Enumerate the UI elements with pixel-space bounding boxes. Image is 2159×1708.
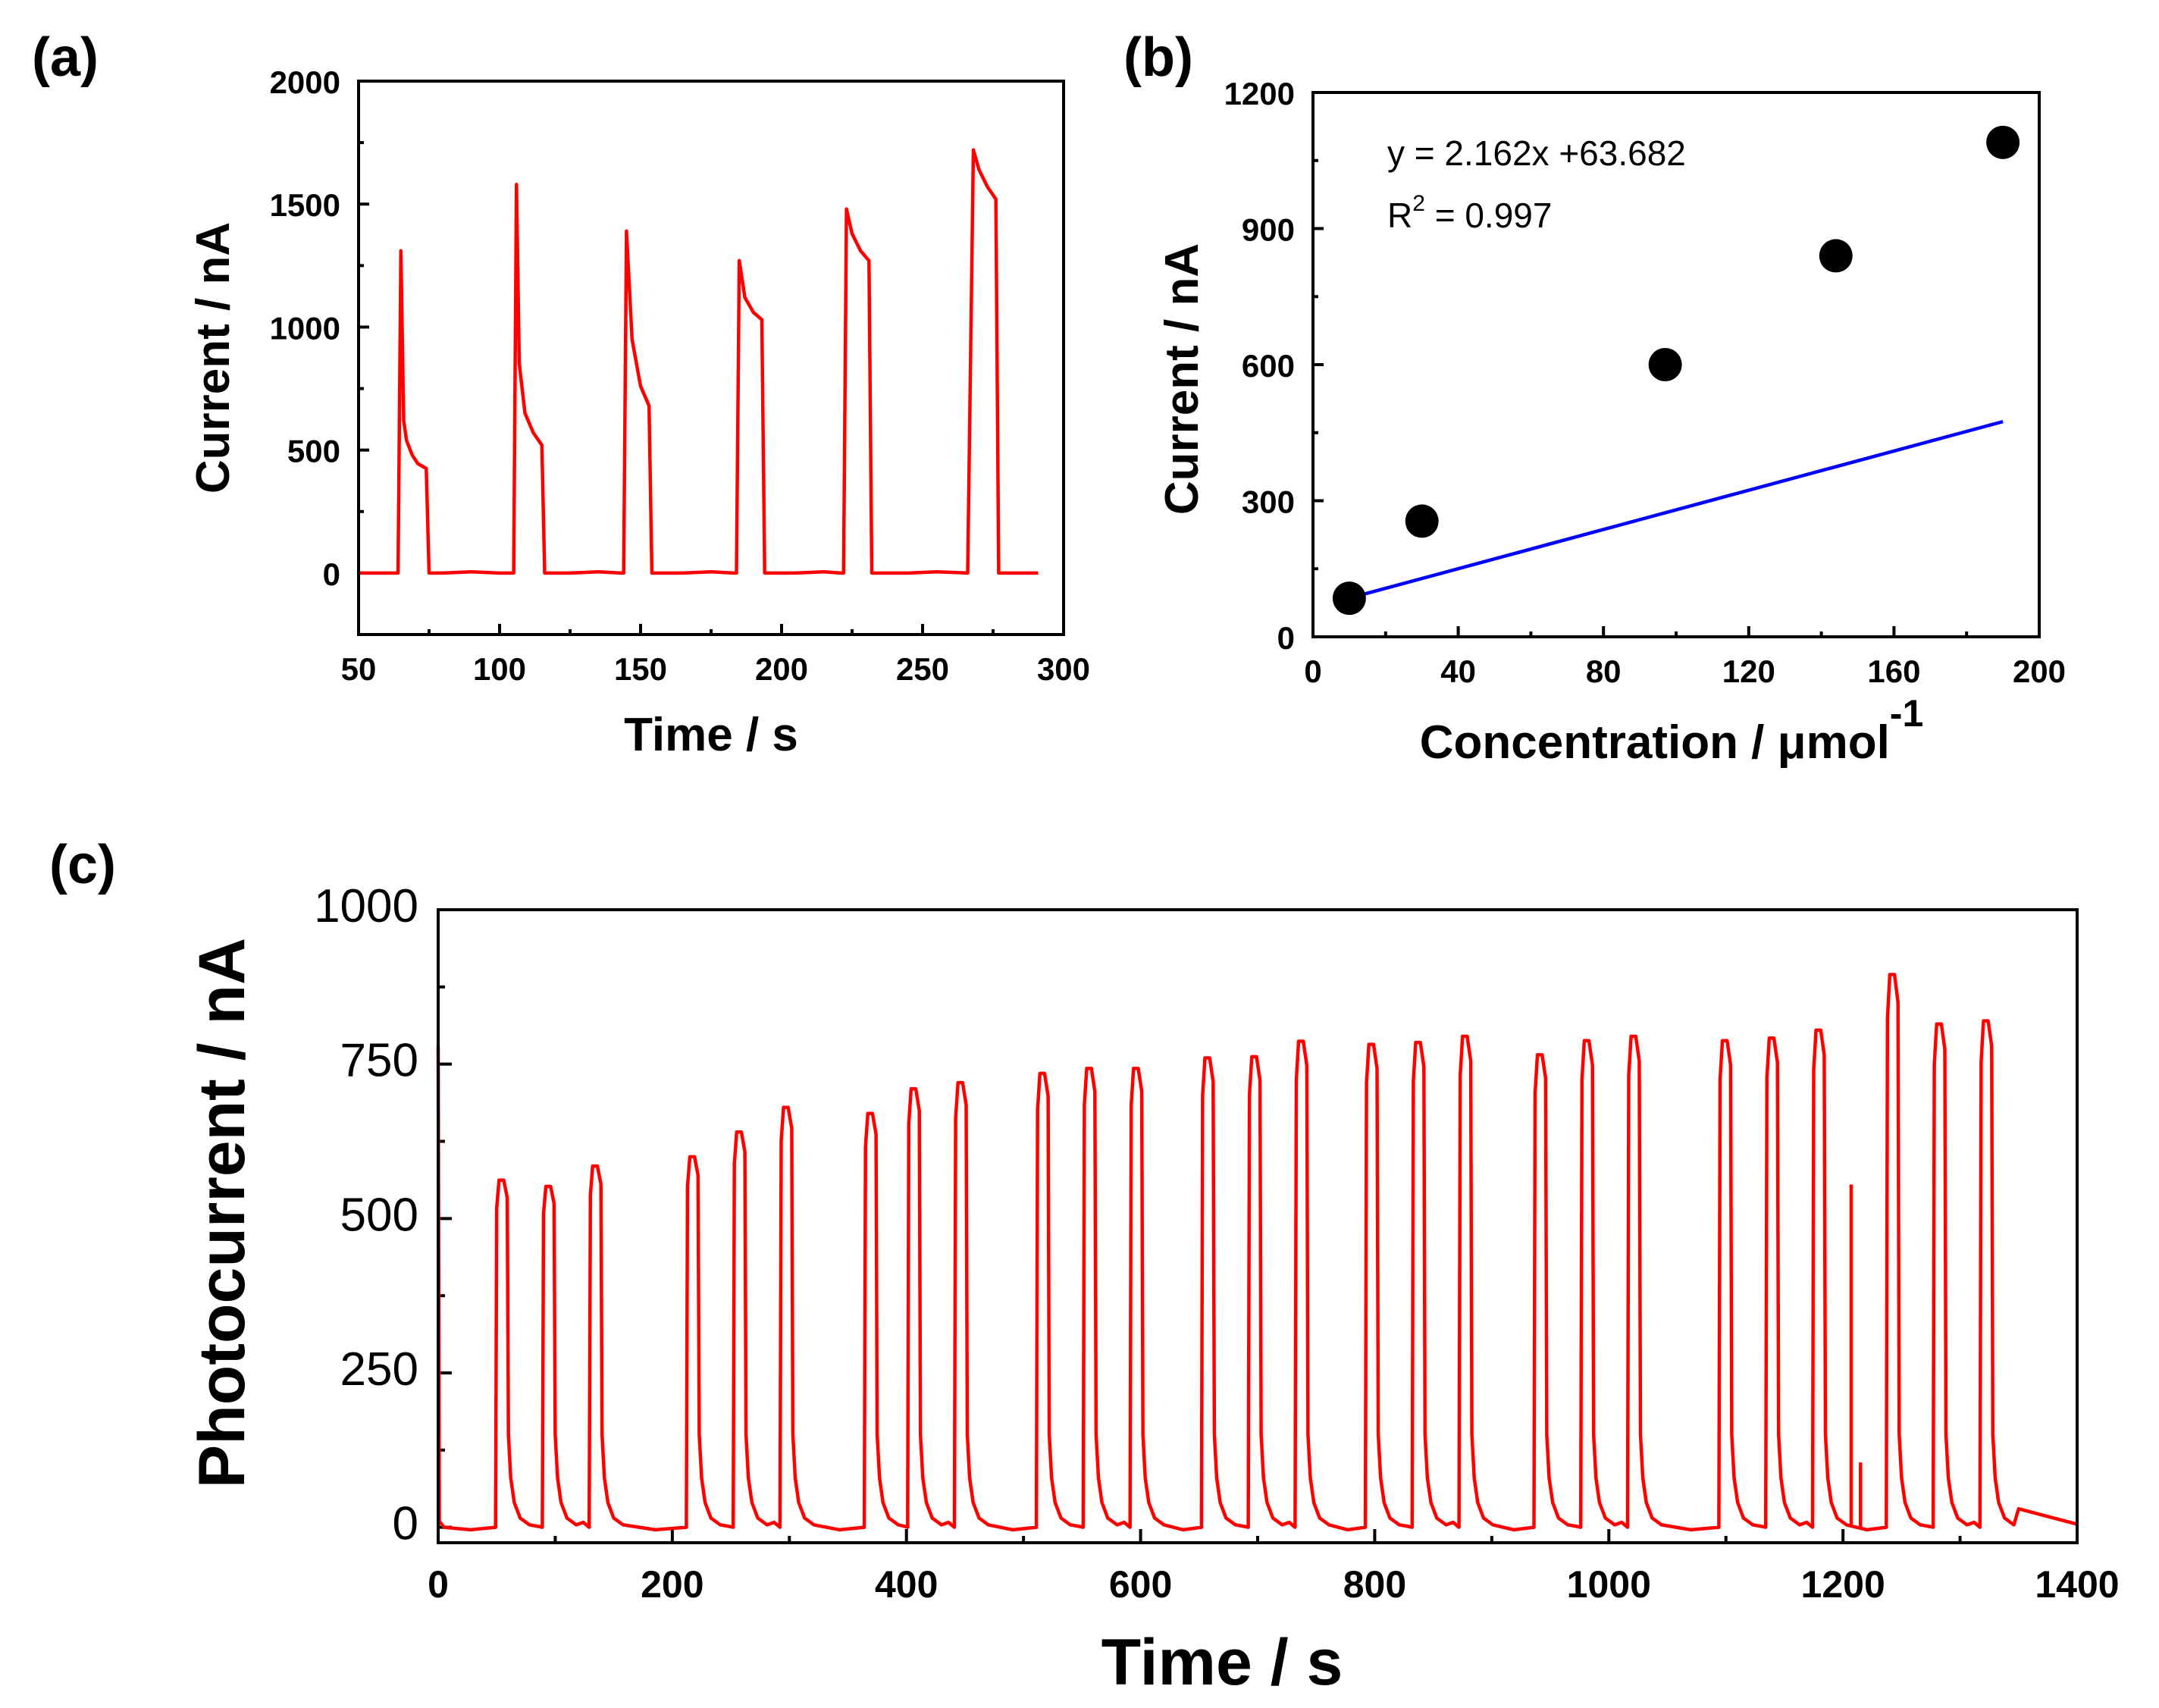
panel-a-xtick-label: 200 [755,651,808,687]
panel-a-ytick-label: 1500 [270,187,340,223]
panel-b-equation: y = 2.162x +63.682 [1387,133,1686,173]
panel-label-b: (b) [1123,27,1193,88]
panel-c-ylabel: Photocurrent / nA [186,938,259,1488]
panel-b-frame [1311,91,2041,638]
panel-c-xtick-label: 1000 [1567,1563,1651,1606]
panel-c-xtick-label: 0 [428,1563,449,1606]
panel-b-ylabel: Current / nA [1156,243,1208,515]
panel-b-xlabel-sup: -1 [1890,692,1923,735]
panel-c-frame [437,908,2079,1544]
panel-c-xtick-label: 1400 [2035,1563,2119,1606]
panel-a: 50 100 150 200 250 300 0 500 1000 1500 2000 Time /… [187,64,1090,761]
panel-c-ytick-label: 1000 [314,880,418,932]
panel-c-ytick-label: 0 [393,1498,418,1550]
panel-a-xtick-label: 250 [896,651,949,687]
panel-c-xtick-label: 400 [875,1563,938,1606]
panel-b-fit-line [1349,419,2004,600]
panel-a-xtick-label: 100 [473,651,526,687]
panel-a-xtick-label: 150 [614,651,667,687]
panel-c-ticks: 0 200 400 600 800 1000 1200 1400 0 250 500 750 1000 [314,880,2120,1606]
panel-c-ytick-label: 750 [340,1035,418,1087]
panel-b-data-point [1332,581,1366,616]
panel-c-ytick-label: 500 [340,1189,418,1241]
panel-b-data-point [1986,125,2020,159]
panel-b-xtick-label: 160 [1867,653,1920,689]
panel-c: 0 200 400 600 800 1000 1200 140002505007501000 … [186,880,2120,1699]
panel-c-ytick-label: 250 [340,1343,418,1396]
panel-b-xtick-label: 80 [1586,653,1622,689]
panel-b-ytick-label: 600 [1242,348,1295,384]
panel-b-ytick-label: 300 [1242,484,1295,520]
panel-c-series-line [436,973,2078,1532]
panel-b-r2: R2 = 0.997 [1387,191,1552,235]
panel-a-xlabel: Time / s [624,709,798,761]
panel-label-c: (c) [49,835,116,895]
panel-c-xlabel: Time / s [1101,1626,1343,1699]
panel-b-ytick-label: 1200 [1224,76,1295,111]
panel-a-trace [359,148,1039,575]
panel-b-ytick-label: 900 [1242,212,1295,248]
panel-b-r2-suffix: = 0.997 [1425,196,1553,235]
panel-a-ticks: 50 100 150 200 250 300 0 500 1000 1500 2000 [270,64,1090,687]
panel-a-xtick-label: 300 [1037,651,1090,687]
panel-c-xtick-label: 1200 [1801,1563,1885,1606]
panel-a-series-line [359,148,1039,575]
panel-b-xlabel: Concentration / μmol-1 [1420,692,1924,769]
panel-c-xtick-label: 200 [641,1563,703,1606]
panel-b-ytick-label: 0 [1277,620,1295,656]
panel-b-points [1332,125,2020,616]
panel-a-ytick-label: 0 [323,556,340,592]
panel-c-trace [436,973,2078,1532]
panel-b-xtick-label: 200 [2013,653,2066,689]
panel-a-ytick-label: 1000 [270,310,340,346]
panel-b-xtick-label: 0 [1304,653,1321,689]
panel-c-xtick-label: 800 [1343,1563,1406,1606]
panel-b-fit-line-segment [1349,419,2004,600]
panel-b-r2-prefix: R [1387,196,1412,235]
panel-b-data-point [1819,239,1853,273]
panel-b-xtick-label: 120 [1722,653,1775,689]
panel-b-xlabel-main: Concentration / μmol [1420,716,1890,769]
panel-a-ytick-label: 500 [287,434,340,469]
panel-c-xtick-label: 600 [1109,1563,1172,1606]
panel-a-xtick-label: 50 [341,651,377,687]
panel-a-frame [357,80,1065,636]
panel-b-data-point [1405,504,1439,538]
panel-b-xtick-label: 40 [1440,653,1476,689]
panel-b-data-point [1648,348,1682,381]
panel-b: 0 40 80 120 160 200 0 300 600 900 1200 Concentrati… [1156,76,2066,769]
panel-label-a: (a) [32,27,99,88]
panel-a-ylabel: Current / nA [187,222,240,494]
panel-a-ytick-label: 2000 [270,64,340,100]
panel-b-r2-sup: 2 [1412,191,1425,216]
